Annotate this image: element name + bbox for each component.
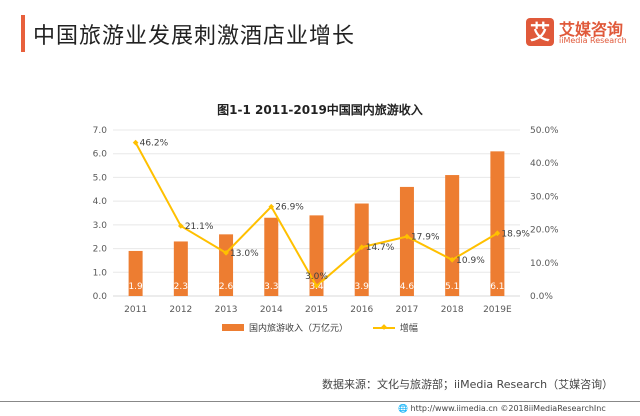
growth-value-label: 26.9% xyxy=(275,203,304,213)
x-tick-label: 2016 xyxy=(350,305,373,315)
x-tick-label: 2012 xyxy=(169,305,192,315)
x-tick-label: 2017 xyxy=(395,305,418,315)
globe-icon: 🌐 xyxy=(398,404,408,413)
logo-text-en: iiMedia Research xyxy=(559,36,627,45)
y-right-tick-label: 50.0% xyxy=(530,126,559,136)
y-left-tick-label: 6.0 xyxy=(93,150,108,160)
x-tick-label: 2013 xyxy=(215,305,238,315)
logo-mark-icon: 艾 xyxy=(526,18,554,46)
bar-value-label: 2.3 xyxy=(174,282,188,292)
bar xyxy=(173,241,188,296)
bar xyxy=(399,186,414,296)
growth-point xyxy=(132,139,139,146)
y-left-tick-label: 4.0 xyxy=(93,197,108,207)
bar xyxy=(264,217,279,296)
growth-point xyxy=(494,230,501,237)
bar-value-label: 2.6 xyxy=(219,282,234,292)
footer-divider xyxy=(0,401,640,402)
x-tick-label: 2015 xyxy=(305,305,328,315)
legend: 国内旅游收入（万亿元） 增幅 xyxy=(0,321,640,334)
growth-value-label: 21.1% xyxy=(185,222,214,232)
bar-value-label: 4.6 xyxy=(400,282,415,292)
bar xyxy=(445,175,460,296)
y-right-tick-label: 0.0% xyxy=(530,292,553,302)
page-title: 中国旅游业发展刺激酒店业增长 xyxy=(33,24,356,49)
growth-value-label: 46.2% xyxy=(140,139,169,149)
logo: 艾 艾媒咨询 iiMedia Research xyxy=(526,18,636,48)
growth-point xyxy=(178,223,184,229)
bar-value-label: 1.9 xyxy=(128,282,143,292)
bar-value-label: 6.1 xyxy=(490,282,504,292)
y-left-tick-label: 3.0 xyxy=(93,221,108,231)
legend-bar-swatch xyxy=(222,324,245,331)
y-left-tick-label: 0.0 xyxy=(93,292,108,302)
x-tick-label: 2014 xyxy=(260,305,283,315)
x-tick-label: 2011 xyxy=(124,305,147,315)
bar xyxy=(309,215,324,296)
growth-point xyxy=(223,250,229,256)
legend-bar-label: 国内旅游收入（万亿元） xyxy=(249,324,349,334)
bar xyxy=(128,250,143,296)
growth-point xyxy=(358,244,365,251)
growth-value-label: 13.0% xyxy=(230,249,259,259)
data-source: 数据来源：文化与旅游部；iiMedia Research（艾媒咨询） xyxy=(322,378,614,391)
bar-value-label: 5.1 xyxy=(445,282,459,292)
y-right-tick-label: 40.0% xyxy=(530,159,559,169)
footer-copyright: http://www.iimedia.cn ©2018iiMediaResear… xyxy=(410,404,606,413)
growth-point xyxy=(268,203,275,210)
growth-point xyxy=(404,233,410,240)
bar xyxy=(490,151,505,296)
title-accent-bar xyxy=(21,15,25,52)
footer-text: 🌐 http://www.iimedia.cn ©2018iiMediaRese… xyxy=(398,404,606,413)
x-tick-label: 2018 xyxy=(441,305,464,315)
growth-value-label: 18.9% xyxy=(501,229,530,239)
bar-value-label: 3.4 xyxy=(309,282,324,292)
bar-value-label: 3.3 xyxy=(264,282,278,292)
y-left-tick-label: 1.0 xyxy=(93,268,108,278)
chart-title: 图1-1 2011-2019中国国内旅游收入 xyxy=(217,103,423,117)
growth-value-label: 3.0% xyxy=(305,272,328,282)
legend-line-label: 增幅 xyxy=(399,324,418,334)
y-right-tick-label: 10.0% xyxy=(530,259,559,269)
logo-text-cn: 艾媒咨询 xyxy=(559,20,624,39)
y-left-tick-label: 5.0 xyxy=(93,173,108,183)
bar-value-label: 3.9 xyxy=(355,282,370,292)
growth-value-label: 17.9% xyxy=(411,233,440,243)
legend-line-swatch xyxy=(372,326,395,329)
growth-value-label: 14.7% xyxy=(366,243,395,253)
y-left-tick-label: 7.0 xyxy=(93,126,108,136)
y-right-tick-label: 30.0% xyxy=(530,192,559,202)
y-left-tick-label: 2.0 xyxy=(93,245,108,255)
growth-point xyxy=(449,256,455,263)
growth-value-label: 10.9% xyxy=(456,256,485,266)
y-right-tick-label: 20.0% xyxy=(530,226,559,236)
growth-point xyxy=(313,283,320,289)
x-tick-label: 2019E xyxy=(483,305,512,315)
